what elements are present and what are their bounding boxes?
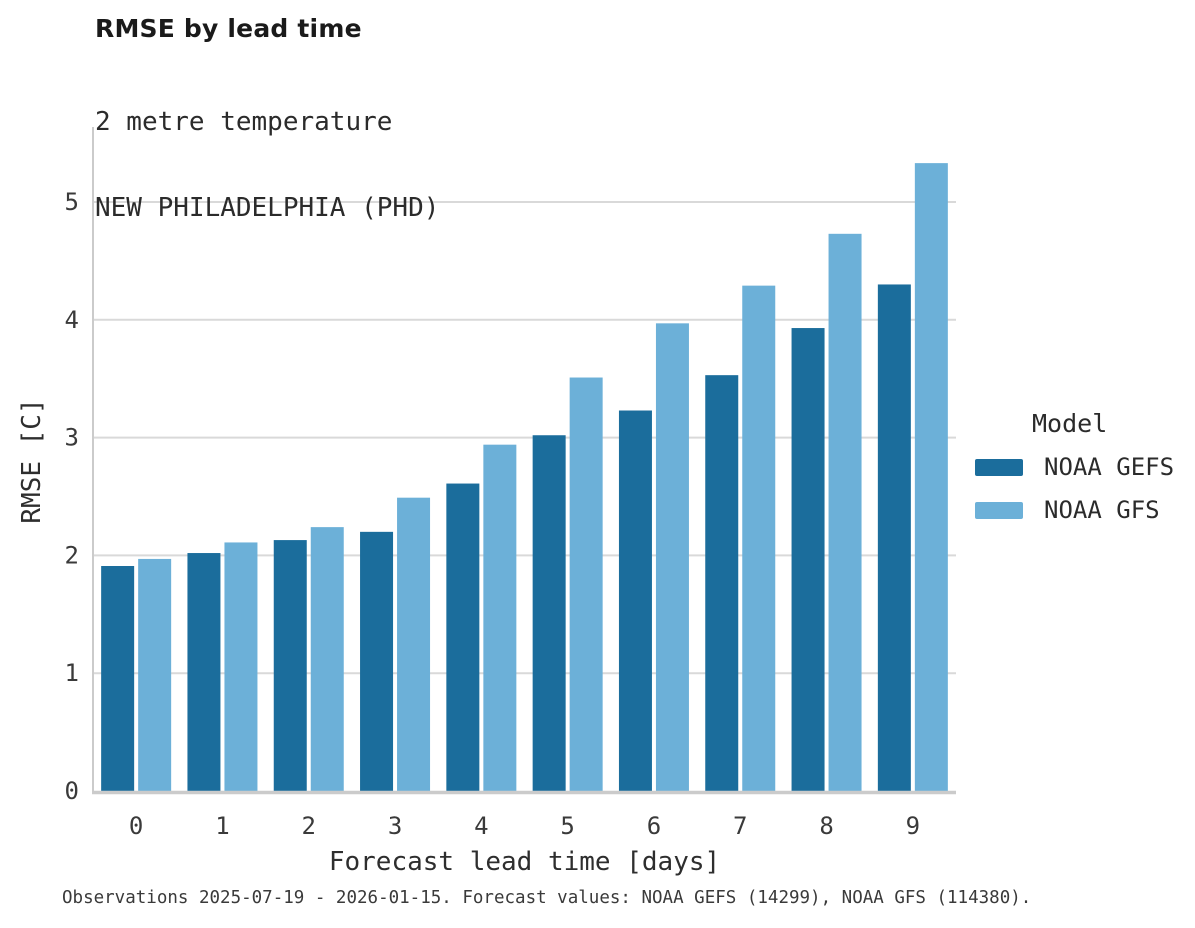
bar-noaa-gefs-day-3: [360, 531, 394, 791]
x-tick-label-4: 4: [474, 812, 488, 840]
legend-swatch-noaa-gfs: [975, 501, 1023, 519]
bar-noaa-gfs-day-1: [224, 542, 258, 791]
x-tick-label-1: 1: [215, 812, 229, 840]
bar-noaa-gfs-day-3: [397, 497, 431, 791]
y-tick-label-0: 0: [65, 777, 79, 805]
bar-noaa-gefs-day-4: [446, 483, 480, 791]
bar-noaa-gfs-day-6: [655, 323, 689, 791]
y-tick-label-3: 3: [65, 424, 79, 452]
legend-swatch-noaa-gefs: [975, 458, 1023, 476]
bar-noaa-gefs-day-6: [618, 410, 652, 791]
y-tick-label-2: 2: [65, 541, 79, 569]
legend-entry-noaa-gfs: NOAA GFS: [975, 496, 1174, 524]
legend: Model NOAA GEFS NOAA GFS: [975, 409, 1174, 524]
x-tick-label-8: 8: [819, 812, 833, 840]
bar-noaa-gfs-day-0: [138, 558, 172, 791]
bar-noaa-gefs-day-2: [273, 540, 307, 791]
x-axis-title: Forecast lead time [days]: [329, 847, 720, 877]
legend-title: Model: [1032, 409, 1108, 438]
x-tick-label-2: 2: [302, 812, 316, 840]
legend-label-noaa-gfs: NOAA GFS: [1044, 496, 1160, 524]
figure-caption: Observations 2025-07-19 - 2026-01-15. Fo…: [62, 888, 1032, 908]
bar-noaa-gfs-day-2: [310, 527, 344, 791]
chart-subtitle-station: NEW PHILADELPHIA (PHD): [95, 192, 440, 223]
bar-noaa-gefs-day-5: [532, 435, 566, 791]
chart-subtitle-variable: 2 metre temperature: [95, 107, 393, 137]
y-tick-label-5: 5: [65, 188, 79, 216]
x-tick-label-7: 7: [733, 812, 747, 840]
chart-title: RMSE by lead time: [95, 14, 362, 43]
legend-label-noaa-gefs: NOAA GEFS: [1044, 453, 1175, 481]
bar-noaa-gefs-day-0: [101, 566, 135, 791]
legend-entry-noaa-gefs: NOAA GEFS: [975, 453, 1174, 481]
bar-noaa-gefs-day-9: [877, 284, 911, 791]
y-tick-label-4: 4: [65, 306, 79, 334]
bar-noaa-gfs-day-9: [914, 163, 948, 792]
x-tick-label-6: 6: [647, 812, 661, 840]
x-tick-label-0: 0: [129, 812, 143, 840]
x-tick-label-3: 3: [388, 812, 402, 840]
chart-header: RMSE by lead time 2 metre temperature NE…: [95, 14, 439, 279]
x-tick-label-9: 9: [906, 812, 920, 840]
bar-noaa-gefs-day-1: [187, 553, 221, 791]
bar-noaa-gfs-day-5: [569, 377, 603, 791]
bar-noaa-gefs-day-8: [791, 328, 825, 791]
y-axis-title: RMSE [C]: [17, 398, 47, 523]
y-tick-label-1: 1: [65, 659, 79, 687]
bar-noaa-gfs-day-8: [828, 233, 862, 791]
bar-noaa-gefs-day-7: [705, 375, 739, 791]
x-tick-label-5: 5: [560, 812, 574, 840]
bar-noaa-gfs-day-7: [742, 285, 776, 791]
bar-noaa-gfs-day-4: [483, 444, 517, 791]
